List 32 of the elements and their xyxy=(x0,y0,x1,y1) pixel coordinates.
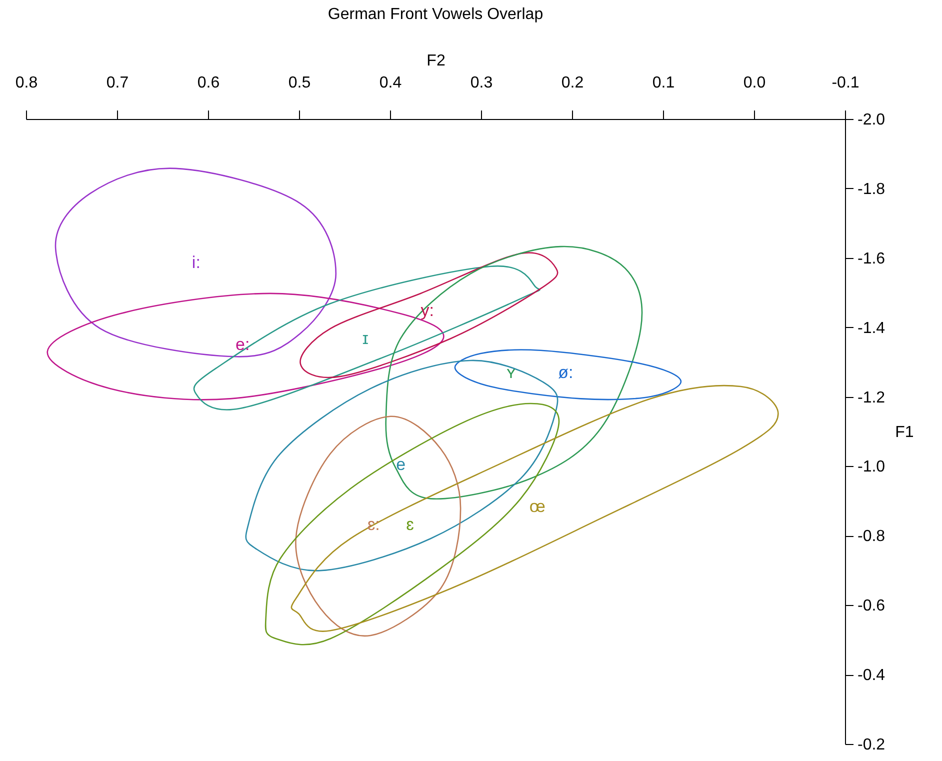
y-tick-label: -1.2 xyxy=(858,389,886,406)
x-tick-label: 0.1 xyxy=(652,74,675,92)
y-tick-label: -1.6 xyxy=(858,250,886,268)
annotation: œ xyxy=(529,496,546,516)
annotation: ɛ xyxy=(406,514,414,534)
x-tick-label: 0.2 xyxy=(561,74,584,92)
x-axis-title: F2 xyxy=(426,52,446,70)
y-tick-label: -1.0 xyxy=(858,458,886,476)
y-tick-label: -1.8 xyxy=(858,180,886,198)
x-tick-label: 0.4 xyxy=(379,74,402,92)
y-tick-label: -0.2 xyxy=(858,736,886,754)
x-tick-label: 0.5 xyxy=(288,74,311,92)
annotation: i: xyxy=(192,253,200,272)
annotation: e: xyxy=(235,335,250,354)
x-tick-label: 0.8 xyxy=(15,74,38,92)
annotation: e xyxy=(396,454,406,474)
y-tick-label: -0.6 xyxy=(858,598,886,615)
annotation: ɪ xyxy=(362,329,368,348)
chart-title: German Front Vowels Overlap xyxy=(328,6,544,23)
x-tick-label: 0.3 xyxy=(470,74,493,92)
y-tick-label: -0.8 xyxy=(858,528,886,546)
x-tick-label: 0.7 xyxy=(106,74,129,92)
y-tick-label: -2.0 xyxy=(858,112,886,128)
y-tick-label: -1.4 xyxy=(858,320,886,337)
x-tick-label: 0.0 xyxy=(743,74,766,92)
y-tick-label: -0.4 xyxy=(858,667,886,684)
annotation: ʏ xyxy=(506,363,516,382)
annotation: ø: xyxy=(558,363,574,382)
x-tick-label: -0.1 xyxy=(832,74,860,92)
y-axis-title: F1 xyxy=(895,424,914,441)
x-tick-label: 0.6 xyxy=(197,74,220,92)
annotation: y: xyxy=(420,301,434,320)
